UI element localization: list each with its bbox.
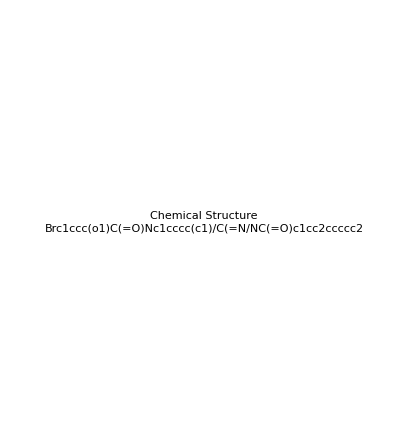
Text: Chemical Structure
Brc1ccc(o1)C(=O)Nc1cccc(c1)/C(=N/NC(=O)c1cc2ccccc2: Chemical Structure Brc1ccc(o1)C(=O)Nc1cc… (45, 211, 363, 233)
